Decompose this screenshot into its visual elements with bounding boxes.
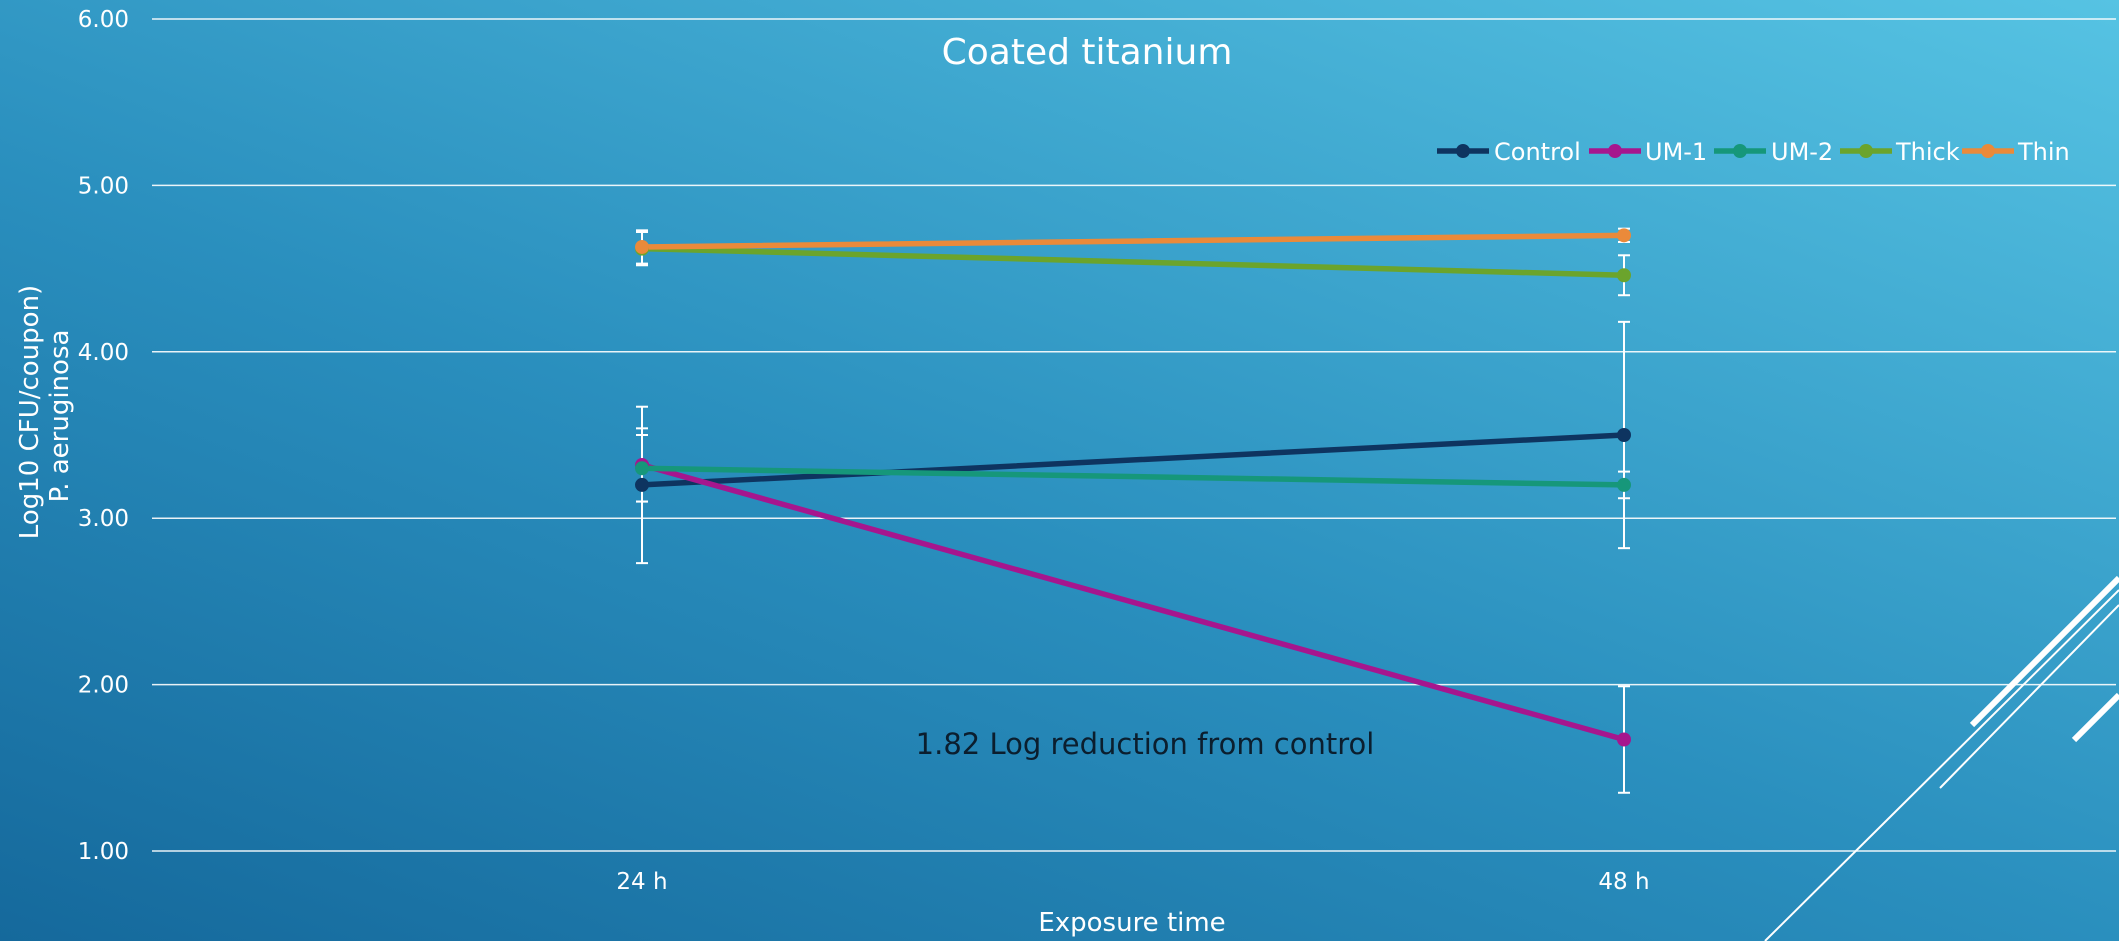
data-point-um-1: [1617, 732, 1631, 747]
legend-swatch-marker: [1981, 144, 1995, 158]
legend: Control UM-1 UM-2 Thick Thin: [1437, 138, 2070, 166]
series-line-thin: [639, 232, 1627, 250]
x-axis-ticks: 24 h 48 h: [616, 869, 1649, 895]
y-axis-ticks: 1.00 2.00 3.00 4.00 5.00 6.00: [78, 7, 129, 865]
error-bars: [636, 227, 1630, 794]
legend-label: Thick: [1895, 138, 1960, 166]
decor-line: [1764, 589, 2119, 941]
legend-label: Control: [1494, 138, 1581, 166]
legend-label: UM-2: [1771, 138, 1833, 166]
series-line-um-1: [639, 462, 1627, 743]
y-tick-label: 5.00: [78, 173, 129, 199]
x-axis-title: Exposure time: [1038, 908, 1225, 938]
data-points: [635, 228, 1631, 747]
y-tick-label: 4.00: [78, 340, 129, 366]
series-lines: [639, 232, 1627, 743]
data-point-control: [635, 477, 649, 492]
series-line-um-2: [639, 465, 1627, 488]
x-tick-label: 24 h: [616, 869, 667, 895]
data-point-um-2: [1617, 477, 1631, 492]
legend-swatch-marker: [1608, 144, 1622, 158]
legend-item-control: Control: [1437, 138, 1581, 166]
series-line-control: [639, 432, 1627, 488]
decor-line: [2071, 692, 2119, 743]
decor-line: [1939, 604, 2119, 789]
legend-label: Thin: [2017, 138, 2070, 166]
data-point-thin: [1617, 228, 1631, 243]
y-tick-label: 1.00: [78, 839, 129, 865]
y-tick-label: 3.00: [78, 506, 129, 532]
data-point-thick: [1617, 268, 1631, 283]
data-point-um-2: [635, 461, 649, 476]
y-axis-title-line1: Log10 CFU/coupon): [15, 285, 45, 539]
legend-label: UM-1: [1645, 138, 1707, 166]
data-point-control: [1617, 428, 1631, 442]
series-line-thick: [639, 245, 1627, 279]
gridlines: [152, 18, 2116, 852]
x-tick-label: 48 h: [1598, 869, 1649, 895]
legend-swatch-marker: [1456, 144, 1470, 158]
y-axis-title-line2: P. aeruginosa: [45, 330, 75, 503]
y-tick-label: 6.00: [78, 7, 129, 33]
legend-swatch-marker: [1859, 144, 1873, 158]
annotation-log-reduction: 1.82 Log reduction from control: [916, 727, 1375, 761]
legend-item-thin: Thin: [1962, 138, 2070, 166]
legend-swatch-marker: [1733, 144, 1747, 158]
decorative-lines: [1764, 575, 2119, 941]
legend-item-um-1: UM-1: [1589, 138, 1707, 166]
y-tick-label: 2.00: [78, 673, 129, 699]
legend-item-thick: Thick: [1840, 138, 1960, 166]
legend-item-um-2: UM-2: [1714, 138, 1833, 166]
data-point-thin: [635, 239, 649, 254]
decor-line: [1969, 575, 2119, 728]
chart-title: Coated titanium: [942, 32, 1233, 73]
